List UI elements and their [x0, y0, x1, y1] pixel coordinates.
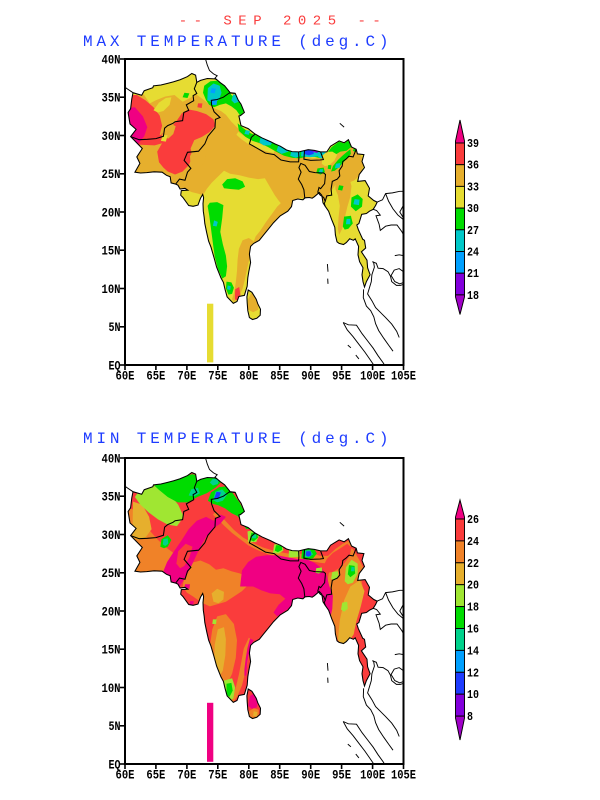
svg-text:70E: 70E	[177, 768, 196, 783]
svg-text:MIN TEMPERATURE (deg.C): MIN TEMPERATURE (deg.C)	[83, 430, 392, 448]
svg-text:22: 22	[467, 557, 479, 571]
svg-text:35N: 35N	[102, 490, 121, 505]
svg-text:MAX TEMPERATURE (deg.C): MAX TEMPERATURE (deg.C)	[83, 33, 392, 51]
svg-text:85E: 85E	[270, 369, 289, 384]
svg-text:EQ: EQ	[109, 358, 121, 373]
svg-text:5N: 5N	[109, 719, 121, 734]
svg-text:21: 21	[467, 267, 479, 281]
svg-text:15N: 15N	[102, 244, 121, 259]
svg-text:16: 16	[467, 623, 479, 637]
svg-text:65E: 65E	[146, 369, 165, 384]
svg-text:100E: 100E	[360, 369, 385, 384]
svg-text:33: 33	[467, 180, 479, 194]
svg-text:-- SEP 2025 --: -- SEP 2025 --	[179, 14, 388, 30]
svg-text:105E: 105E	[391, 768, 416, 783]
svg-text:100E: 100E	[360, 768, 385, 783]
svg-text:12: 12	[467, 666, 479, 680]
svg-text:10: 10	[467, 688, 479, 702]
svg-text:75E: 75E	[208, 369, 227, 384]
svg-text:15N: 15N	[102, 643, 121, 658]
svg-text:10N: 10N	[102, 282, 121, 297]
svg-text:35N: 35N	[102, 91, 121, 106]
svg-text:75E: 75E	[208, 768, 227, 783]
svg-text:90E: 90E	[301, 369, 320, 384]
svg-text:105E: 105E	[391, 369, 416, 384]
svg-text:40N: 40N	[102, 451, 121, 466]
svg-text:24: 24	[467, 535, 479, 549]
svg-text:18: 18	[467, 289, 479, 303]
svg-text:80E: 80E	[239, 768, 258, 783]
svg-text:36: 36	[467, 159, 479, 173]
svg-text:65E: 65E	[146, 768, 165, 783]
svg-text:24: 24	[467, 246, 479, 260]
svg-text:26: 26	[467, 513, 479, 527]
svg-text:30N: 30N	[102, 528, 121, 543]
svg-text:10N: 10N	[102, 681, 121, 696]
svg-text:20: 20	[467, 579, 479, 593]
svg-text:25N: 25N	[102, 167, 121, 182]
svg-text:20N: 20N	[102, 205, 121, 220]
svg-text:14: 14	[467, 644, 479, 658]
svg-text:70E: 70E	[177, 369, 196, 384]
svg-text:18: 18	[467, 601, 479, 615]
svg-text:EQ: EQ	[109, 757, 121, 772]
svg-text:95E: 95E	[332, 768, 351, 783]
svg-text:95E: 95E	[332, 369, 351, 384]
svg-text:39: 39	[467, 137, 479, 151]
svg-text:5N: 5N	[109, 320, 121, 335]
svg-text:40N: 40N	[102, 52, 121, 67]
svg-text:30N: 30N	[102, 129, 121, 144]
svg-text:60E: 60E	[116, 369, 135, 384]
svg-text:80E: 80E	[239, 369, 258, 384]
svg-text:8: 8	[467, 710, 473, 724]
svg-text:25N: 25N	[102, 566, 121, 581]
svg-text:90E: 90E	[301, 768, 320, 783]
svg-text:60E: 60E	[116, 768, 135, 783]
svg-text:27: 27	[467, 224, 479, 238]
svg-text:30: 30	[467, 202, 479, 216]
svg-text:85E: 85E	[270, 768, 289, 783]
svg-text:20N: 20N	[102, 604, 121, 619]
